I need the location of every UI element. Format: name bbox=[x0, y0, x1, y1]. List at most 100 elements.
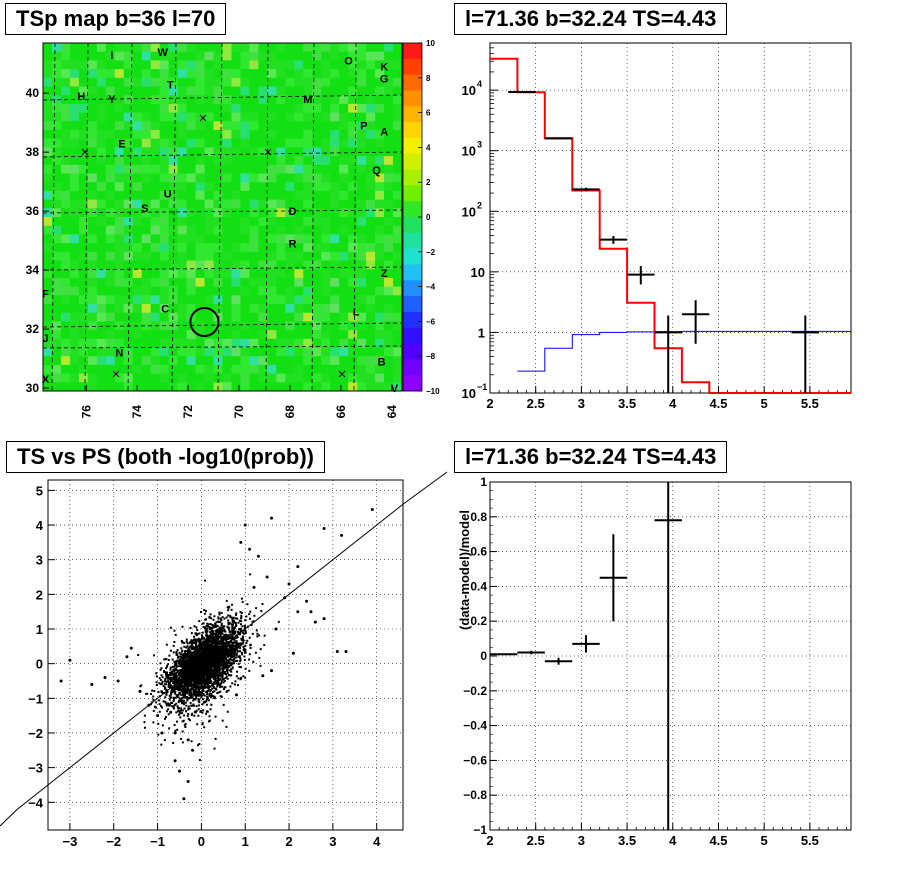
map-cell bbox=[366, 156, 376, 166]
map-cell bbox=[105, 173, 116, 183]
map-cell bbox=[51, 51, 62, 61]
map-cell bbox=[204, 312, 214, 322]
map-cell bbox=[285, 234, 295, 244]
map-cell bbox=[231, 243, 241, 253]
map-cell bbox=[339, 190, 349, 200]
map-cell bbox=[249, 173, 259, 183]
map-cell bbox=[330, 121, 340, 131]
map-cell bbox=[222, 295, 232, 305]
colorbar-tick-label: 0 bbox=[426, 213, 431, 222]
map-cell bbox=[87, 69, 98, 79]
map-cell bbox=[393, 225, 403, 235]
map-cell bbox=[249, 251, 259, 261]
map-cell bbox=[132, 234, 143, 244]
colorbar-swatch bbox=[403, 137, 422, 155]
map-cell bbox=[69, 364, 80, 374]
map-cell bbox=[195, 373, 205, 383]
map-cell bbox=[123, 51, 134, 61]
scatter-point bbox=[186, 738, 190, 742]
map-cell bbox=[204, 338, 214, 348]
map-cell bbox=[285, 69, 295, 79]
map-cell bbox=[177, 225, 188, 235]
map-cell bbox=[267, 217, 277, 227]
map-cell bbox=[43, 251, 53, 261]
colorbar-swatch bbox=[403, 58, 422, 76]
map-cell bbox=[105, 156, 116, 166]
map-cell bbox=[348, 95, 358, 105]
scatter-point bbox=[340, 533, 344, 537]
map-cell bbox=[43, 51, 53, 61]
map-cell bbox=[168, 260, 179, 270]
map-cell bbox=[132, 286, 143, 296]
map-cell bbox=[276, 190, 286, 200]
map-cell bbox=[384, 382, 394, 392]
map-cell bbox=[186, 156, 196, 166]
map-cell bbox=[141, 364, 152, 374]
map-cell bbox=[204, 199, 214, 209]
map-cell bbox=[51, 86, 62, 96]
colorbar-tick-label: 6 bbox=[426, 109, 431, 118]
map-cell bbox=[285, 147, 295, 157]
map-cell bbox=[375, 182, 385, 192]
map-cell bbox=[186, 208, 196, 218]
map-cell bbox=[339, 225, 349, 235]
map-cell bbox=[150, 121, 161, 131]
map-cell bbox=[303, 338, 313, 348]
map-cell bbox=[150, 190, 161, 200]
map-cell bbox=[348, 138, 358, 148]
map-cell bbox=[321, 330, 331, 340]
map-cell bbox=[321, 217, 331, 227]
map-cell bbox=[96, 86, 107, 96]
map-cell bbox=[267, 304, 277, 314]
map-cell bbox=[123, 373, 134, 383]
map-cell bbox=[51, 364, 62, 374]
map-cell bbox=[366, 373, 376, 383]
map-cell bbox=[159, 364, 170, 374]
map-cell bbox=[78, 190, 89, 200]
scatter-point bbox=[186, 780, 190, 783]
colorbar-swatch bbox=[403, 264, 422, 281]
map-cell bbox=[43, 364, 53, 374]
map-cell bbox=[204, 173, 214, 183]
map-cell bbox=[105, 130, 116, 140]
map-cell bbox=[321, 373, 331, 383]
map-cell bbox=[339, 121, 349, 131]
map-cell bbox=[186, 347, 196, 357]
map-cell bbox=[114, 130, 125, 140]
map-cell bbox=[195, 51, 205, 61]
map-cell bbox=[186, 60, 196, 70]
map-cell bbox=[357, 295, 367, 305]
map-cell bbox=[231, 251, 241, 261]
map-cell bbox=[177, 330, 188, 340]
residual-x-tick-label: 2.5 bbox=[527, 833, 545, 848]
map-cell bbox=[303, 199, 313, 209]
map-cell bbox=[78, 364, 89, 374]
map-cell bbox=[150, 295, 161, 305]
map-cell bbox=[43, 112, 53, 122]
map-cell bbox=[60, 373, 71, 383]
map-cell bbox=[51, 225, 62, 235]
map-cell bbox=[330, 382, 340, 392]
map-cell bbox=[177, 130, 188, 140]
map-cell bbox=[294, 190, 304, 200]
map-cell bbox=[276, 112, 286, 122]
map-cell bbox=[114, 156, 125, 166]
map-source-label: Q bbox=[372, 165, 381, 177]
spectrum-y-tick-exponent: 3 bbox=[477, 140, 482, 150]
map-cell bbox=[384, 173, 394, 183]
map-cell bbox=[384, 112, 394, 122]
map-cell bbox=[339, 182, 349, 192]
map-cell bbox=[366, 69, 376, 79]
spectrum-x-tick-label: 2.5 bbox=[527, 396, 545, 411]
map-cell bbox=[78, 312, 89, 322]
colorbar-swatch bbox=[403, 280, 422, 297]
map-cell bbox=[249, 77, 259, 87]
map-cell bbox=[195, 286, 205, 296]
map-cell bbox=[132, 77, 143, 87]
map-cell bbox=[43, 225, 53, 235]
map-cell bbox=[312, 251, 322, 261]
map-cell bbox=[51, 190, 62, 200]
map-cell bbox=[384, 277, 394, 287]
map-cell bbox=[384, 347, 394, 357]
map-cell bbox=[303, 356, 313, 366]
